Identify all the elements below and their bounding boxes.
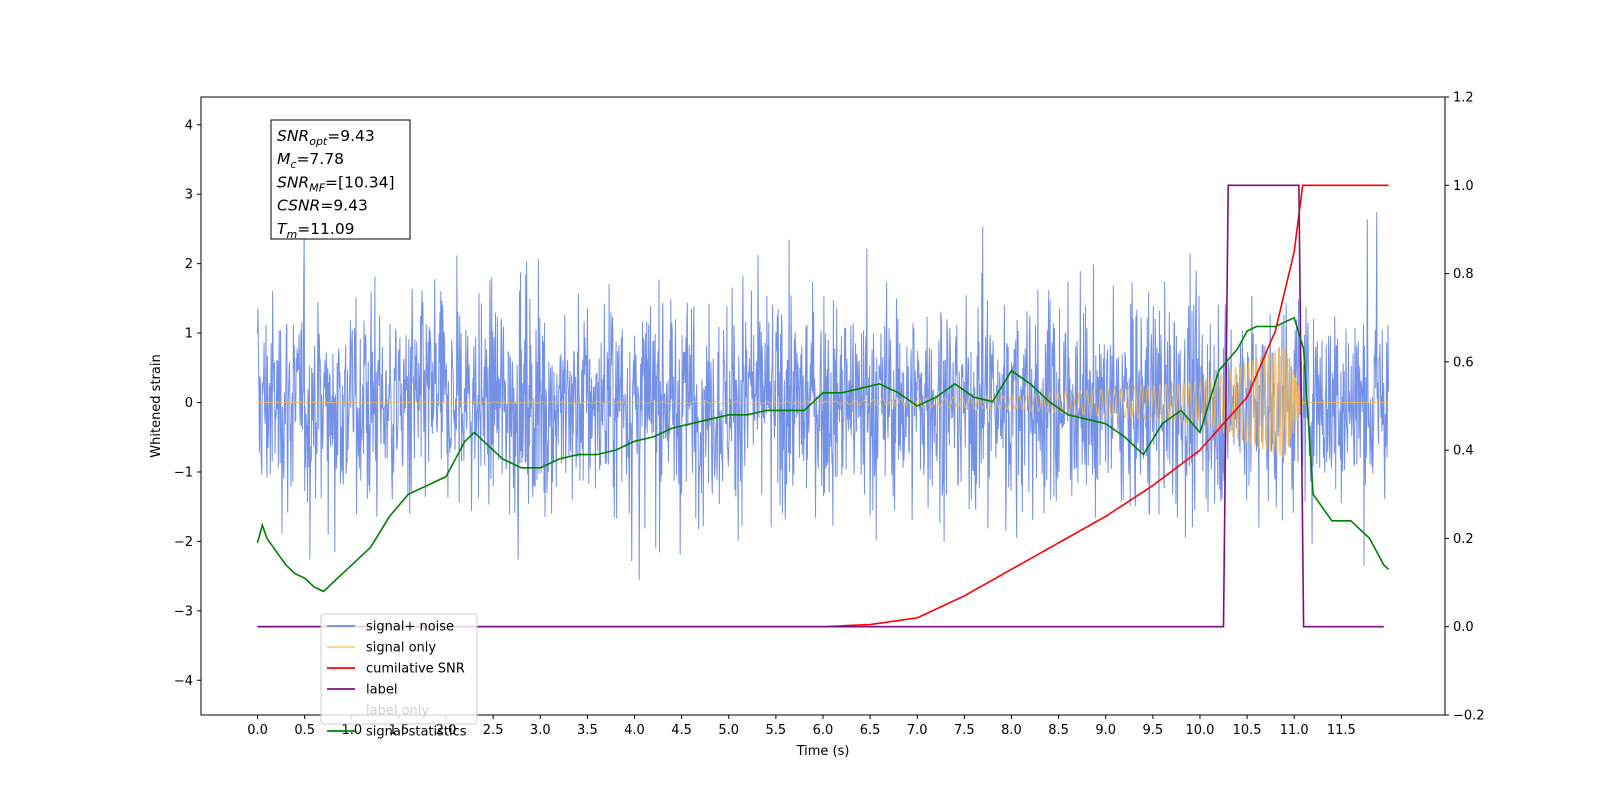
legend-label: label: [366, 683, 397, 698]
y2-tick-label: 0.8: [1453, 267, 1474, 282]
y2-tick-label: −0.2: [1453, 709, 1485, 724]
y-tick-label: −3: [174, 604, 193, 619]
x-tick-label: 9.5: [1143, 723, 1164, 738]
x-tick-label: 7.5: [954, 723, 975, 738]
x-tick-label: 10.5: [1233, 723, 1262, 738]
x-tick-label: 9.0: [1095, 723, 1116, 738]
x-tick-label: 6.0: [813, 723, 834, 738]
x-tick-label: 5.5: [766, 723, 787, 738]
y-tick-label: 1: [185, 327, 193, 342]
annotation-line: SNRopt=9.43: [277, 127, 375, 148]
signal-only-series: [257, 347, 1389, 458]
annotation-line: CSNR=9.43: [277, 197, 368, 215]
annotation-line: Mc=7.78: [277, 150, 344, 171]
legend-label: signal only: [366, 641, 436, 656]
legend-frame: [320, 613, 478, 725]
x-tick-label: 4.0: [624, 723, 645, 738]
x-tick-label: 2.0: [436, 723, 457, 738]
y2-tick-label: 1.0: [1453, 179, 1474, 194]
x-tick-label: 0.5: [294, 723, 315, 738]
x-tick-label: 11.0: [1280, 723, 1309, 738]
x-tick-label: 6.5: [860, 723, 881, 738]
y-tick-label: −2: [174, 535, 193, 550]
y2-tick-label: 0.6: [1453, 355, 1474, 370]
y2-tick-label: 1.2: [1453, 91, 1474, 106]
y-axis-label: Whitened strain: [149, 354, 164, 457]
label-line: [257, 184, 1384, 628]
annotation-line: Tm=11.09: [277, 220, 355, 241]
line-series-group: [256, 184, 1390, 628]
x-tick-label: 8.0: [1001, 723, 1022, 738]
x-tick-label: 3.0: [530, 723, 551, 738]
legend-label: signal+ noise: [366, 620, 454, 635]
y2-tick-label: 0.4: [1453, 444, 1474, 459]
legend-label: label only: [366, 704, 429, 719]
x-tick-label: 7.0: [907, 723, 928, 738]
y-tick-label: −1: [174, 465, 193, 480]
legend-label: signal statistics: [366, 725, 467, 740]
x-tick-label: 8.5: [1048, 723, 1069, 738]
x-tick-label: 11.5: [1327, 723, 1356, 738]
x-tick-label: 4.5: [671, 723, 692, 738]
y-axis-ticks: 4 3 2 1 0 −1 −2 −3 −4: [174, 118, 201, 689]
annotation-frame: [270, 119, 411, 240]
x-axis-label: Time (s): [796, 744, 850, 759]
plot-area: [256, 184, 1390, 628]
x-tick-label: 2.5: [483, 723, 504, 738]
y2-axis-ticks: 1.2 1.0 0.8 0.6 0.4 0.2 0.0 −0.2: [1445, 91, 1485, 724]
y2-tick-label: 0.2: [1453, 532, 1474, 547]
x-tick-label: 3.5: [577, 723, 598, 738]
x-tick-label: 5.0: [718, 723, 739, 738]
legend: signal+ noise signal only cumilative SNR la…: [320, 613, 478, 740]
y-tick-label: 0: [185, 396, 193, 411]
y-tick-label: 2: [185, 257, 193, 272]
signal-statistics-line: [256, 316, 1390, 593]
y-tick-label: −4: [174, 674, 193, 689]
y-tick-label: 3: [185, 188, 193, 203]
y-tick-label: 4: [185, 118, 193, 133]
signal-plus-noise-line: [257, 212, 1389, 580]
signal-plus-noise-series: [257, 212, 1389, 580]
x-tick-label: 0.0: [247, 723, 268, 738]
x-axis-ticks: 0.0 0.5 1.0 1.5 2.0 2.5 3.0 3.5 4.0 4.5 5.0 5.5 6.0 6…: [247, 715, 1356, 738]
cumilative-snr-line: [257, 184, 1389, 628]
x-tick-label: 1.5: [389, 723, 410, 738]
legend-label: cumilative SNR: [366, 662, 465, 677]
y2-tick-label: 0.0: [1453, 620, 1474, 635]
x-tick-label: 10.0: [1185, 723, 1214, 738]
annotation-line: SNRMF=[10.34]: [277, 173, 395, 194]
signal-only-line: [257, 347, 1389, 458]
